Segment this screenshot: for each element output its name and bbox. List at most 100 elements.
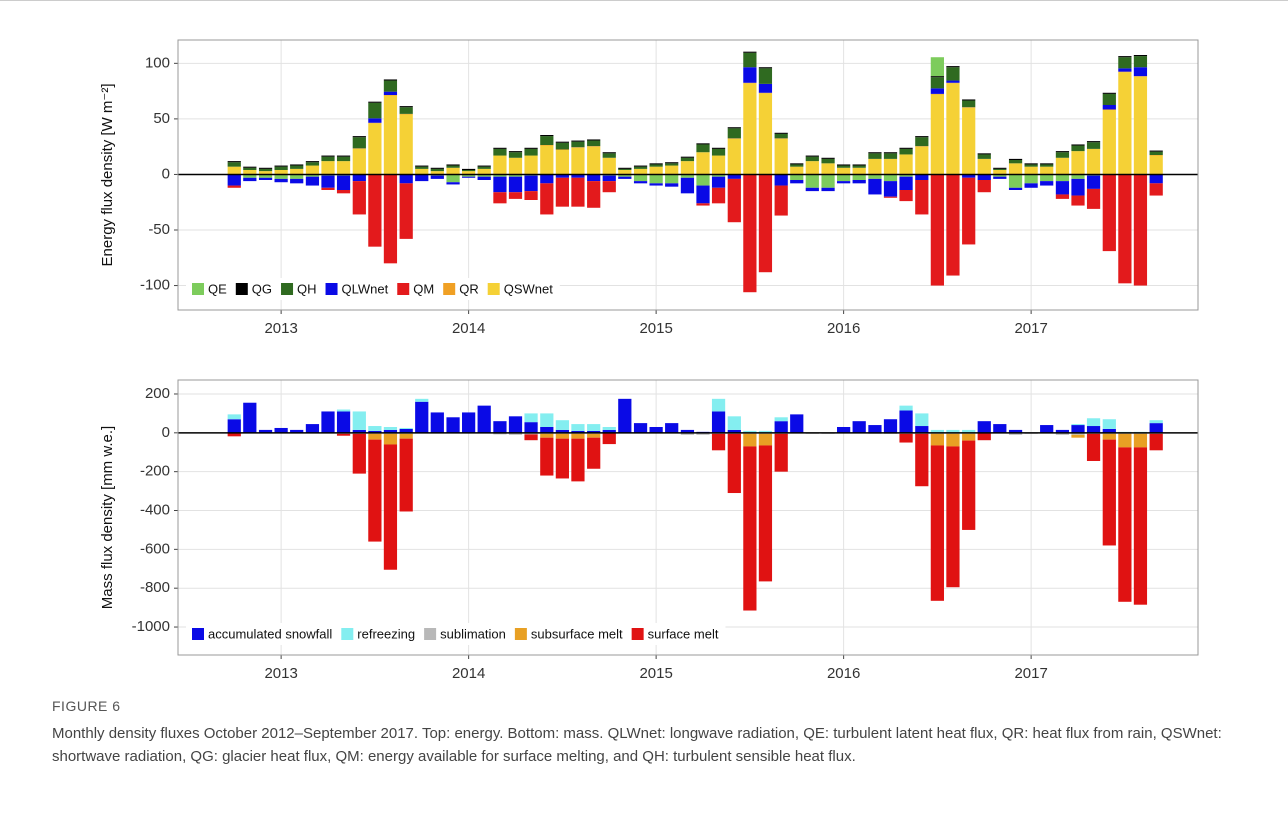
legend: accumulated snowfall refreezing sublimatio…: [186, 623, 726, 645]
bar-segment: [290, 174, 304, 179]
bar-segment: [274, 170, 288, 175]
bar-segment: [524, 413, 538, 423]
bar-segment: [555, 141, 569, 143]
bar-segment: [977, 421, 991, 433]
bar-segment: [587, 430, 601, 433]
bar-segment: [227, 185, 241, 188]
bar-segment: [1008, 160, 1023, 164]
bar-segment: [680, 174, 695, 178]
bar-segment: [571, 430, 585, 433]
bar-segment: [743, 83, 757, 175]
bar-segment: [305, 162, 320, 166]
y-tick-label: -800: [140, 579, 170, 596]
bar-segment: [368, 433, 382, 440]
legend-swatch: [192, 628, 204, 640]
bar-segment: [665, 423, 679, 433]
bar-segment: [633, 168, 648, 175]
bar-segment: [743, 446, 757, 611]
legend-label: QM: [413, 281, 434, 296]
x-tick-label: 2016: [827, 665, 860, 682]
bar-segment: [1055, 157, 1070, 175]
bar-segment: [915, 413, 929, 427]
bar-segment: [633, 181, 648, 184]
bar-segment: [946, 67, 960, 81]
bar-segment: [758, 93, 773, 175]
bar-segment: [571, 177, 585, 207]
bar-segment: [696, 174, 710, 186]
bar-segment: [399, 107, 413, 114]
bar-segment: [321, 161, 335, 175]
bar-segment: [399, 428, 413, 433]
bar-segment: [321, 156, 335, 162]
bar-segment: [243, 174, 257, 178]
legend-swatch: [281, 283, 294, 295]
bar-segment: [821, 158, 835, 164]
bar-segment: [1086, 142, 1101, 149]
bar-segment: [508, 432, 523, 435]
bar-segment: [383, 433, 398, 445]
bar-segment: [899, 154, 913, 175]
bar-segment: [415, 166, 429, 169]
y-tick-label: 100: [145, 54, 170, 71]
bar-segment: [555, 438, 569, 479]
bar-segment: [711, 187, 726, 204]
bar-segment: [711, 433, 726, 451]
bar-segment: [1149, 433, 1163, 451]
bar-segment: [477, 165, 491, 167]
bar-segment: [805, 187, 819, 192]
bar-segment: [977, 154, 991, 159]
bar-segment: [352, 429, 366, 433]
bar-segment: [477, 168, 491, 175]
bar-segment: [680, 161, 695, 175]
bar-segment: [1008, 432, 1023, 435]
bar-segment: [415, 165, 429, 167]
bar-segment: [493, 174, 507, 177]
bar-segment: [227, 174, 241, 186]
bar-segment: [946, 80, 960, 83]
bar-segment: [618, 170, 632, 175]
bar-segment: [805, 156, 819, 162]
bar-segment: [899, 148, 913, 155]
bar-segment: [1086, 188, 1101, 209]
bar-segment: [1086, 426, 1101, 433]
bar-segment: [883, 419, 898, 433]
bar-segment: [336, 433, 351, 436]
bar-segment: [352, 433, 366, 474]
bar-segment: [962, 429, 976, 433]
y-tick-label: 0: [162, 424, 170, 441]
bar-segment: [758, 430, 773, 433]
bar-segment: [243, 170, 257, 175]
legend-label: QH: [297, 281, 317, 296]
bar-segment: [680, 177, 695, 194]
bar-segment: [524, 147, 538, 149]
bar-segment: [336, 409, 351, 412]
bar-segment: [446, 167, 460, 175]
bar-segment: [1071, 145, 1085, 152]
bar-segment: [336, 190, 351, 194]
bar-segment: [540, 437, 554, 476]
bar-segment: [587, 146, 601, 147]
bar-segment: [602, 157, 616, 175]
bar-segment: [790, 164, 804, 167]
bar-segment: [821, 187, 835, 192]
bar-segment: [305, 424, 320, 433]
bar-segment: [758, 67, 773, 69]
bar-segment: [477, 405, 491, 433]
bar-segment: [930, 77, 944, 89]
bar-segment: [680, 429, 695, 433]
legend-label: QSWnet: [504, 281, 554, 296]
bar-segment: [774, 421, 788, 433]
bar-segment: [946, 82, 960, 84]
bar-segment: [540, 145, 554, 146]
bar-segment: [368, 123, 382, 175]
bar-segment: [883, 181, 898, 197]
bar-segment: [1118, 433, 1132, 448]
bar-segment: [368, 426, 382, 431]
bar-segment: [290, 168, 304, 175]
y-tick-label: 50: [153, 110, 170, 127]
bar-segment: [868, 153, 882, 159]
bar-segment: [352, 174, 366, 182]
bar-segment: [227, 161, 241, 163]
bar-segment: [508, 157, 523, 175]
bar-segment: [665, 165, 679, 175]
